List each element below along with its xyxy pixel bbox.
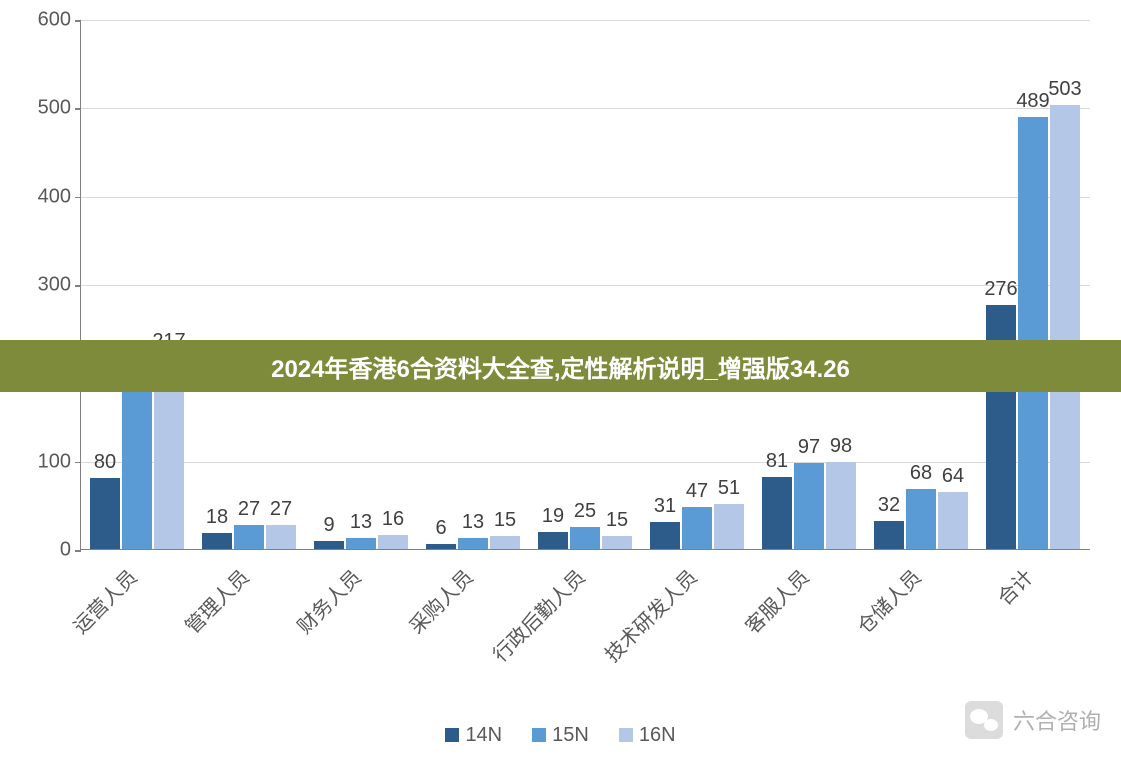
bar: 19 xyxy=(538,532,568,549)
bar: 81 xyxy=(762,477,792,549)
bar: 51 xyxy=(714,504,744,549)
bar-value-label: 13 xyxy=(462,511,484,534)
bar-value-label: 81 xyxy=(766,450,788,473)
bar: 31 xyxy=(650,522,680,549)
legend-swatch xyxy=(619,728,633,742)
x-tick-label: 采购人员 xyxy=(401,562,478,639)
bar-value-label: 6 xyxy=(435,517,446,540)
bar: 98 xyxy=(826,462,856,549)
bar: 64 xyxy=(938,492,968,549)
gridline xyxy=(81,197,1090,198)
bar-value-label: 18 xyxy=(206,506,228,529)
x-tick-label: 运营人员 xyxy=(65,562,142,639)
banner-text: 2024年香港6合资料大全查,定性解析说明_增强版34.26 xyxy=(271,349,850,384)
overlay-banner: 2024年香港6合资料大全查,定性解析说明_增强版34.26 xyxy=(0,340,1121,392)
bar: 489 xyxy=(1018,117,1048,549)
bar: 6 xyxy=(426,544,456,549)
chart-container: 0100200300400500600801992171827279131661… xyxy=(20,10,1100,570)
legend-label: 16N xyxy=(639,724,676,747)
bar-value-label: 97 xyxy=(798,436,820,459)
watermark: 六合咨询 xyxy=(965,701,1101,739)
gridline xyxy=(81,285,1090,286)
bar-value-label: 15 xyxy=(606,509,628,532)
legend-item: 16N xyxy=(619,724,676,747)
bar: 16 xyxy=(378,535,408,549)
bar-value-label: 98 xyxy=(830,435,852,458)
x-tick-label: 财务人员 xyxy=(289,562,366,639)
bar-value-label: 16 xyxy=(382,508,404,531)
bar: 68 xyxy=(906,489,936,549)
y-tick-label: 600 xyxy=(38,9,71,32)
plot-area: 0100200300400500600801992171827279131661… xyxy=(80,20,1090,550)
bar-value-label: 9 xyxy=(323,514,334,537)
gridline xyxy=(81,108,1090,109)
legend-label: 15N xyxy=(552,724,589,747)
legend: 14N 15N 16N xyxy=(0,724,1121,748)
x-axis-labels: 运营人员管理人员财务人员采购人员行政后勤人员技术研发人员客服人员仓储人员 合计 xyxy=(60,550,1070,670)
bar-value-label: 47 xyxy=(686,480,708,503)
bar-value-label: 15 xyxy=(494,509,516,532)
x-tick-label: 客服人员 xyxy=(737,562,814,639)
y-tick-label: 100 xyxy=(38,450,71,473)
bar-value-label: 68 xyxy=(910,462,932,485)
bar: 15 xyxy=(490,536,520,549)
bar: 27 xyxy=(266,525,296,549)
bar: 32 xyxy=(874,521,904,549)
bar-value-label: 19 xyxy=(542,505,564,528)
bar: 47 xyxy=(682,507,712,549)
legend-label: 14N xyxy=(465,724,502,747)
y-tick-label: 500 xyxy=(38,97,71,120)
bar-value-label: 31 xyxy=(654,495,676,518)
bar-value-label: 27 xyxy=(238,498,260,521)
y-tick-label: 300 xyxy=(38,274,71,297)
bar: 25 xyxy=(570,527,600,549)
bar: 503 xyxy=(1050,105,1080,549)
gridline xyxy=(81,20,1090,21)
bar-value-label: 80 xyxy=(94,451,116,474)
bar-value-label: 32 xyxy=(878,494,900,517)
x-tick-label: 行政后勤人员 xyxy=(485,562,590,667)
bar-value-label: 51 xyxy=(718,477,740,500)
y-tick-label: 400 xyxy=(38,185,71,208)
bar-value-label: 13 xyxy=(350,511,372,534)
legend-item: 14N xyxy=(445,724,502,747)
bar: 15 xyxy=(602,536,632,549)
x-tick-label: 管理人员 xyxy=(177,562,254,639)
bar-value-label: 276 xyxy=(984,278,1017,301)
legend-swatch xyxy=(445,728,459,742)
bar: 13 xyxy=(346,538,376,549)
bar: 18 xyxy=(202,533,232,549)
x-tick-label: 仓储人员 xyxy=(849,562,926,639)
bar: 27 xyxy=(234,525,264,549)
bar: 97 xyxy=(794,463,824,549)
bar-value-label: 27 xyxy=(270,498,292,521)
bar: 9 xyxy=(314,541,344,549)
gridline xyxy=(81,462,1090,463)
wechat-icon xyxy=(965,701,1003,739)
bar: 199 xyxy=(122,373,152,549)
bar: 80 xyxy=(90,478,120,549)
bar-value-label: 25 xyxy=(574,500,596,523)
legend-swatch xyxy=(532,728,546,742)
bar-value-label: 64 xyxy=(942,465,964,488)
watermark-text: 六合咨询 xyxy=(1013,704,1101,736)
bar: 13 xyxy=(458,538,488,549)
bar-value-label: 503 xyxy=(1048,78,1081,101)
bar-value-label: 489 xyxy=(1016,90,1049,113)
x-tick-label: 技术研发人员 xyxy=(597,562,702,667)
legend-item: 15N xyxy=(532,724,589,747)
x-tick-label: 合计 xyxy=(990,562,1039,611)
